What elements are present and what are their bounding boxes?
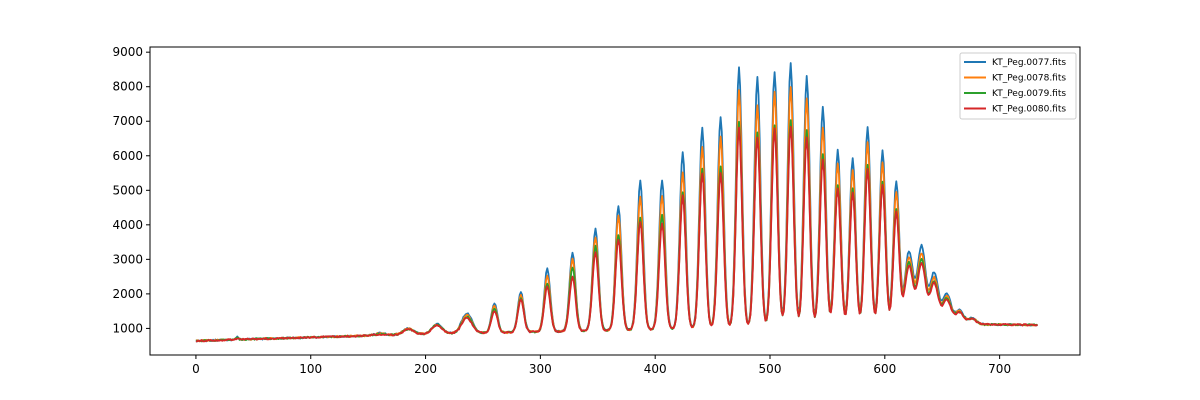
y-tick-label: 3000 xyxy=(112,252,143,266)
x-tick-label: 300 xyxy=(529,362,552,376)
y-tick-label: 9000 xyxy=(112,45,143,59)
x-tick-label: 400 xyxy=(644,362,667,376)
y-tick-label: 1000 xyxy=(112,321,143,335)
x-tick-label: 500 xyxy=(759,362,782,376)
y-tick-label: 8000 xyxy=(112,80,143,94)
y-tick-label: 5000 xyxy=(112,183,143,197)
x-tick-label: 600 xyxy=(873,362,896,376)
y-tick-label: 2000 xyxy=(112,287,143,301)
x-tick-label: 100 xyxy=(299,362,322,376)
x-tick-label: 200 xyxy=(414,362,437,376)
legend-label: KT_Peg.0079.fits xyxy=(992,89,1066,99)
y-tick-label: 4000 xyxy=(112,218,143,232)
y-tick-label: 7000 xyxy=(112,114,143,128)
x-tick-label: 700 xyxy=(988,362,1011,376)
legend-label: KT_Peg.0077.fits xyxy=(992,58,1066,68)
legend-label: KT_Peg.0080.fits xyxy=(992,105,1066,115)
x-tick-label: 0 xyxy=(192,362,200,376)
y-tick-label: 6000 xyxy=(112,149,143,163)
legend-label: KT_Peg.0078.fits xyxy=(992,74,1066,84)
legend: KT_Peg.0077.fits KT_Peg.0078.fits KT_Peg.0… xyxy=(960,53,1076,119)
